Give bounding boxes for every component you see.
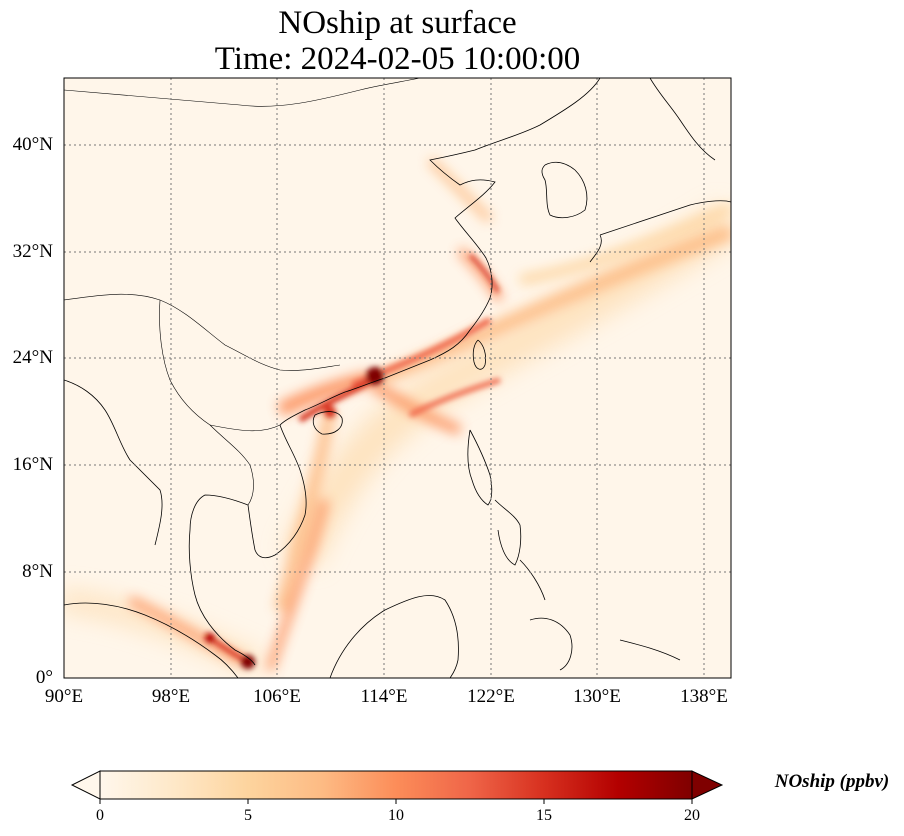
map-title-variable: NOship at surface xyxy=(278,5,517,41)
lat-tick-32n: 32°N xyxy=(12,241,53,262)
map-title-time: Time: 2024-02-05 10:00:00 xyxy=(214,41,581,77)
lon-tick-106e: 106°E xyxy=(253,686,301,707)
colorbar-tick-0: 0 xyxy=(96,807,104,824)
colorbar xyxy=(70,770,724,804)
coastlines xyxy=(64,78,731,678)
map-frame xyxy=(63,77,732,679)
colorbar-tick-15: 15 xyxy=(536,807,552,824)
lat-tick-8n: 8°N xyxy=(22,561,53,582)
lat-tick-0: 0° xyxy=(35,667,53,688)
lat-tick-16n: 16°N xyxy=(12,454,53,475)
lon-tick-138e: 138°E xyxy=(680,686,728,707)
concentration-field xyxy=(64,157,731,676)
lon-tick-114e: 114°E xyxy=(360,686,408,707)
colorbar-extend-max xyxy=(691,770,724,800)
colorbar-tick-5: 5 xyxy=(244,807,252,824)
lat-tick-24n: 24°N xyxy=(12,347,53,368)
gridlines xyxy=(64,78,731,678)
colorbar-gradient xyxy=(100,771,692,799)
lon-tick-90e: 90°E xyxy=(44,686,84,707)
colorbar-label: NOship (ppbv) xyxy=(774,771,890,792)
lon-tick-98e: 98°E xyxy=(151,686,191,707)
colorbar-tick-20: 20 xyxy=(684,807,700,824)
colorbar-tick-10: 10 xyxy=(388,807,404,824)
lat-tick-40n: 40°N xyxy=(12,134,53,155)
colorbar-extend-min xyxy=(70,770,101,800)
lon-tick-122e: 122°E xyxy=(467,686,515,707)
lon-tick-130e: 130°E xyxy=(573,686,621,707)
